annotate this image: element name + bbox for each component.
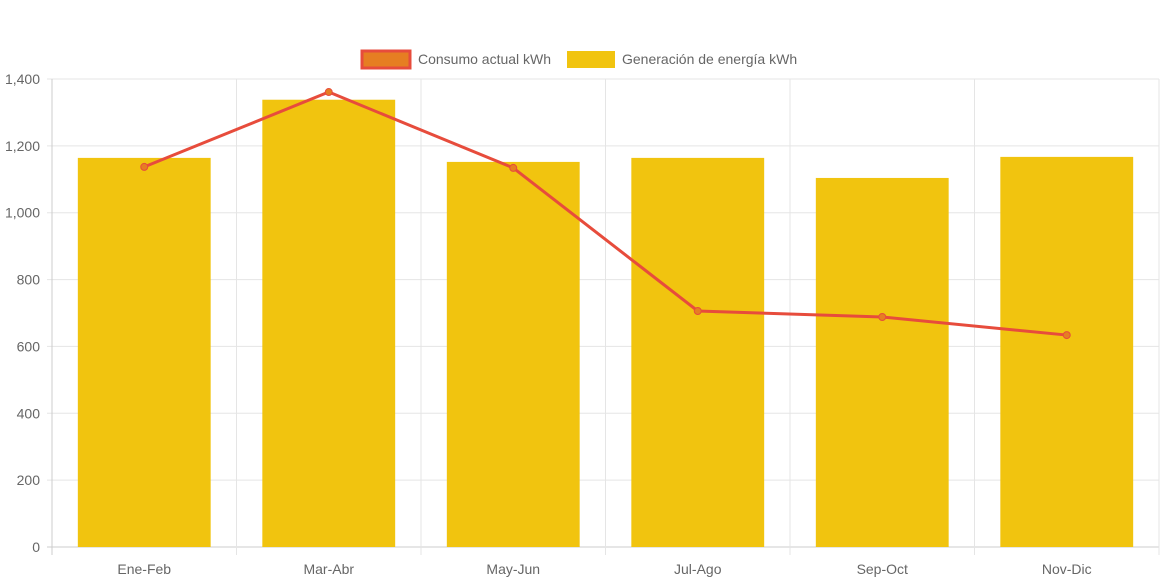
legend-label-generacion[interactable]: Generación de energía kWh <box>622 51 797 67</box>
y-tick-label: 800 <box>17 272 41 288</box>
legend[interactable]: Consumo actual kWh Generación de energía… <box>360 49 797 70</box>
x-tick-label: May-Jun <box>486 561 540 577</box>
bar-generacion <box>815 177 949 547</box>
line-series <box>140 88 1071 340</box>
y-tick-label: 600 <box>17 338 41 354</box>
point-consumo <box>1062 331 1071 340</box>
point-consumo <box>324 88 333 97</box>
bar-generacion <box>77 157 211 548</box>
y-tick-label: 200 <box>17 472 41 488</box>
point-consumo <box>140 162 149 171</box>
legend-swatch-generacion[interactable] <box>567 51 615 68</box>
y-tick-label: 1,000 <box>5 205 40 221</box>
bar-generacion <box>446 161 580 547</box>
y-tick-label: 400 <box>17 405 41 421</box>
y-tick-label: 1,200 <box>5 138 40 154</box>
x-tick-label: Mar-Abr <box>303 561 354 577</box>
point-consumo <box>509 163 518 172</box>
point-consumo <box>693 306 702 315</box>
bar-generacion <box>631 157 765 548</box>
bar-generacion <box>262 99 396 548</box>
grid <box>47 78 1160 555</box>
y-tick-label: 1,400 <box>5 71 40 87</box>
point-consumo <box>878 313 887 322</box>
y-axis: 0 200 400 600 800 1,000 1,200 1,400 <box>5 71 40 555</box>
bar-series <box>77 99 1134 548</box>
x-tick-label: Sep-Oct <box>857 561 908 577</box>
line-consumo <box>143 90 1067 337</box>
x-tick-label: Jul-Ago <box>674 561 722 577</box>
legend-swatch-consumo[interactable] <box>360 49 412 70</box>
x-tick-label: Nov-Dic <box>1042 561 1092 577</box>
legend-label-consumo[interactable]: Consumo actual kWh <box>418 51 551 67</box>
x-tick-label: Ene-Feb <box>117 561 171 577</box>
bar-generacion <box>1000 156 1134 548</box>
x-axis: Ene-Feb Mar-Abr May-Jun Jul-Ago Sep-Oct Nov-D… <box>117 561 1091 577</box>
y-tick-label: 0 <box>32 539 40 555</box>
